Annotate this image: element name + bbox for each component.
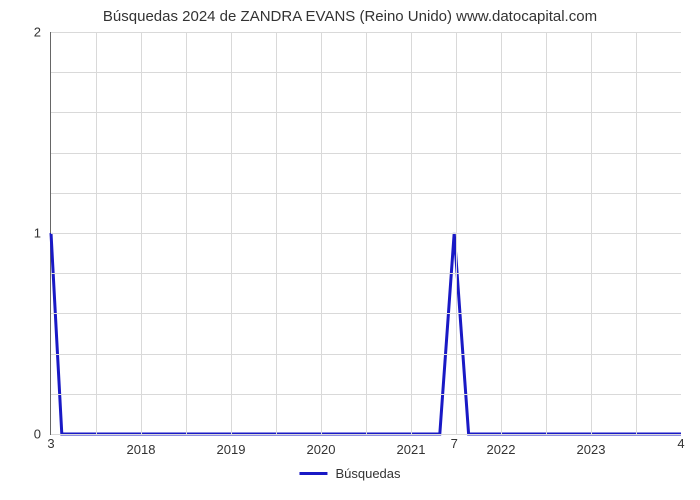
x-aux-label: 4 — [677, 434, 684, 451]
x-tick-label: 2019 — [217, 434, 246, 457]
x-tick-label: 2022 — [487, 434, 516, 457]
legend-swatch — [299, 472, 327, 475]
gridline-vertical — [411, 32, 412, 434]
x-tick-label: 2018 — [127, 434, 156, 457]
gridline-vertical-minor — [636, 32, 637, 434]
gridline-vertical — [141, 32, 142, 434]
y-tick-label: 2 — [34, 25, 51, 40]
chart-title: Búsquedas 2024 de ZANDRA EVANS (Reino Un… — [0, 0, 700, 25]
x-tick-label: 2023 — [577, 434, 606, 457]
y-tick-label: 1 — [34, 226, 51, 241]
gridline-vertical-minor — [546, 32, 547, 434]
gridline-vertical — [231, 32, 232, 434]
gridline-vertical-minor — [456, 32, 457, 434]
gridline-vertical — [591, 32, 592, 434]
gridline-vertical-minor — [96, 32, 97, 434]
gridline-vertical — [321, 32, 322, 434]
legend-label: Búsquedas — [335, 466, 400, 481]
gridline-vertical-minor — [276, 32, 277, 434]
legend: Búsquedas — [299, 466, 400, 481]
gridline-vertical — [501, 32, 502, 434]
x-tick-label: 2020 — [307, 434, 336, 457]
gridline-vertical-minor — [186, 32, 187, 434]
plot-area: 012201820192020202120222023374 — [50, 32, 681, 435]
x-tick-label: 2021 — [397, 434, 426, 457]
x-aux-label: 7 — [451, 434, 458, 451]
gridline-vertical-minor — [366, 32, 367, 434]
x-aux-label: 3 — [47, 434, 54, 451]
